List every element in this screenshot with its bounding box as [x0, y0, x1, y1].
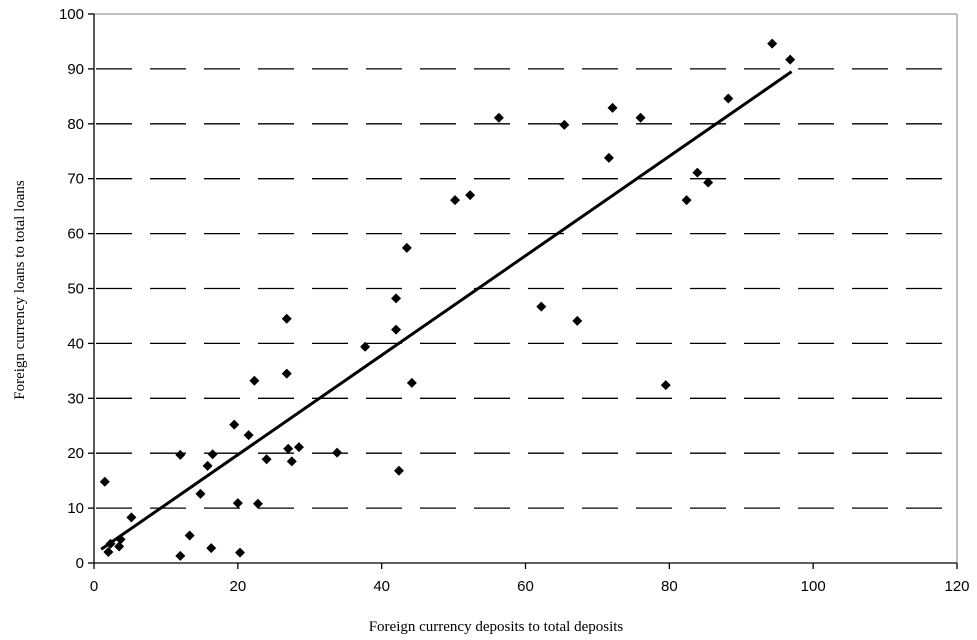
- data-point-4: [116, 534, 126, 544]
- data-point-16: [244, 430, 254, 440]
- data-point-12: [208, 449, 218, 459]
- data-point-29: [394, 466, 404, 476]
- data-point-38: [604, 153, 614, 163]
- data-point-46: [767, 39, 777, 49]
- data-point-14: [233, 498, 243, 508]
- y-tick-label-50: 50: [67, 281, 84, 298]
- y-axis-label: Foreign currency loans to total loans: [12, 180, 28, 400]
- data-point-17: [249, 376, 259, 386]
- data-point-20: [282, 314, 292, 324]
- y-tick-label-100: 100: [59, 6, 84, 23]
- data-point-15: [235, 548, 245, 558]
- data-point-0: [100, 477, 110, 487]
- x-tick-label-40: 40: [373, 578, 390, 595]
- x-axis-ticks: 0 20 40 60 80 100 120: [90, 563, 970, 595]
- x-tick-label-80: 80: [661, 578, 678, 595]
- trendline-group: [101, 72, 791, 550]
- data-point-27: [391, 293, 401, 303]
- data-point-36: [559, 120, 569, 130]
- data-point-23: [287, 456, 297, 466]
- data-point-10: [203, 461, 213, 471]
- data-point-35: [536, 302, 546, 312]
- data-point-31: [407, 378, 417, 388]
- x-tick-label-0: 0: [90, 578, 98, 595]
- y-tick-label-0: 0: [76, 555, 84, 572]
- data-point-8: [185, 531, 195, 541]
- data-point-45: [723, 94, 733, 104]
- data-point-43: [692, 168, 702, 178]
- data-point-42: [682, 195, 692, 205]
- data-point-32: [450, 195, 460, 205]
- data-point-33: [465, 190, 475, 200]
- y-tick-label-60: 60: [67, 226, 84, 243]
- data-point-7: [175, 450, 185, 460]
- data-points: [100, 39, 795, 561]
- data-point-18: [253, 499, 263, 509]
- y-tick-label-80: 80: [67, 116, 84, 133]
- data-point-37: [572, 316, 582, 326]
- data-point-40: [636, 113, 646, 123]
- data-point-11: [206, 543, 216, 553]
- x-tick-label-20: 20: [229, 578, 246, 595]
- data-point-30: [402, 243, 412, 253]
- data-point-19: [262, 454, 272, 464]
- data-point-24: [294, 442, 304, 452]
- y-tick-label-40: 40: [67, 335, 84, 352]
- data-point-25: [332, 448, 342, 458]
- data-point-22: [283, 444, 293, 454]
- y-tick-label-30: 30: [67, 390, 84, 407]
- x-axis-label: Foreign currency deposits to total depos…: [369, 619, 624, 635]
- data-point-39: [608, 103, 618, 113]
- x-tick-label-60: 60: [517, 578, 534, 595]
- y-tick-label-20: 20: [67, 445, 84, 462]
- x-tick-label-120: 120: [944, 578, 969, 595]
- y-tick-label-90: 90: [67, 61, 84, 78]
- data-point-34: [494, 113, 504, 123]
- data-point-41: [661, 380, 671, 390]
- y-tick-label-10: 10: [67, 500, 84, 517]
- data-point-3: [114, 542, 124, 552]
- data-point-9: [195, 489, 205, 499]
- x-tick-label-100: 100: [801, 578, 826, 595]
- y-tick-label-70: 70: [67, 171, 84, 188]
- grid-lines: [94, 69, 957, 508]
- trendline: [101, 72, 791, 550]
- data-point-5: [126, 512, 136, 522]
- y-axis-ticks: 0 10 20 30 40 50 60 70 80 90 100: [59, 6, 94, 572]
- data-point-13: [229, 420, 239, 430]
- data-point-21: [282, 369, 292, 379]
- data-point-28: [391, 325, 401, 335]
- data-point-47: [785, 55, 795, 65]
- data-point-6: [175, 551, 185, 561]
